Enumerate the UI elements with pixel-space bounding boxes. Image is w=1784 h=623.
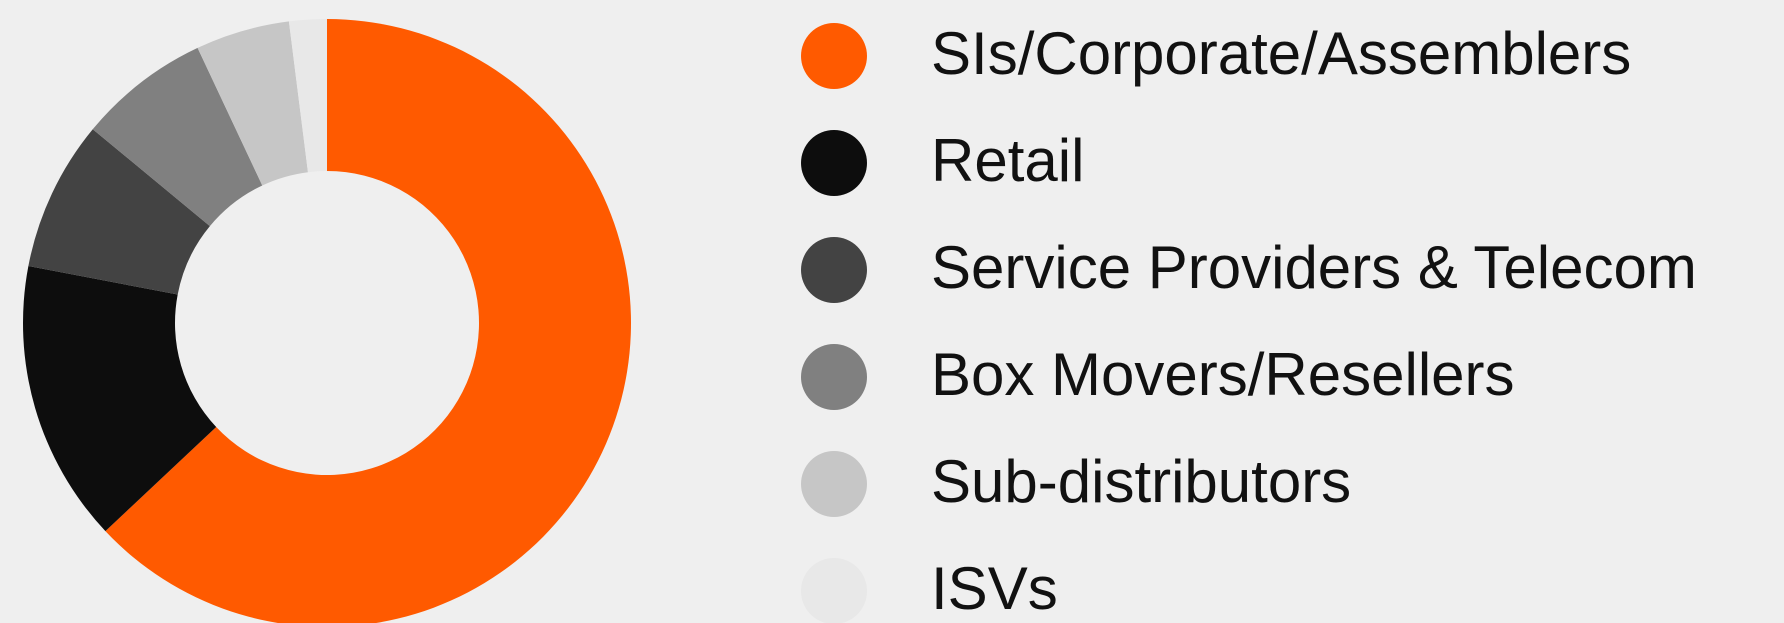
legend-label: SIs/Corporate/Assemblers: [931, 20, 1631, 87]
donut-segment: [92, 47, 263, 227]
legend-label: Box Movers/Resellers: [931, 341, 1515, 408]
legend-label: Retail: [931, 127, 1084, 194]
legend-swatch: [801, 130, 867, 196]
legend-swatch: [801, 558, 867, 623]
legend-swatch: [801, 344, 867, 410]
legend-label: Sub-distributors: [931, 448, 1351, 515]
donut-segment: [288, 19, 327, 173]
donut-segment: [28, 129, 210, 295]
legend-label: Service Providers & Telecom: [931, 234, 1697, 301]
donut-segment: [197, 21, 308, 186]
legend-swatch: [801, 23, 867, 89]
legend-swatch: [801, 451, 867, 517]
legend-label: ISVs: [931, 555, 1058, 622]
donut-segment: [105, 19, 631, 623]
donut-segment: [23, 266, 217, 532]
legend-swatch: [801, 237, 867, 303]
